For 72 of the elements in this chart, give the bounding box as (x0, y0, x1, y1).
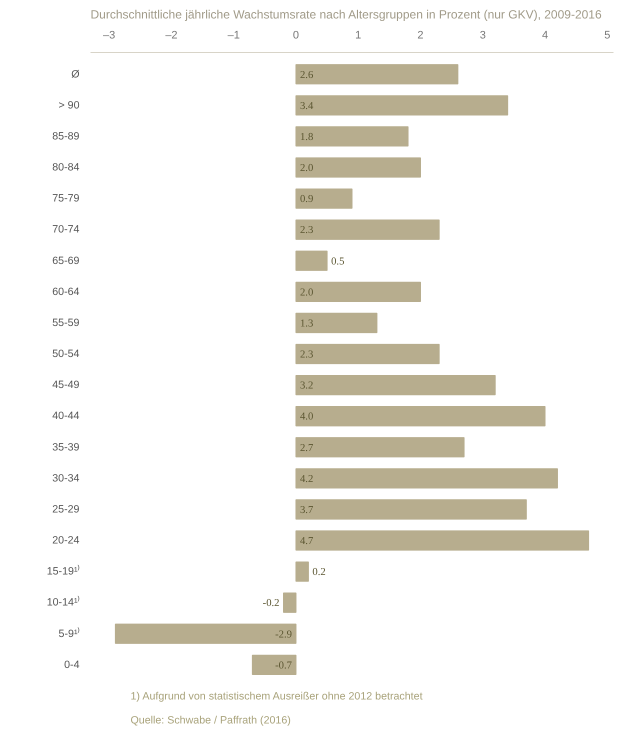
bar (295, 126, 409, 147)
data-label: 2.6 (300, 70, 314, 81)
y-tick-label: 10-14¹⁾ (46, 596, 80, 609)
y-tick-label: 35-39 (52, 441, 80, 454)
y-tick-label: 55-59 (52, 316, 80, 329)
y-tick-label: 60-64 (52, 286, 80, 298)
bar (295, 561, 309, 582)
data-label: 2.7 (300, 442, 314, 454)
data-label: 0.2 (312, 567, 326, 578)
bar (283, 592, 296, 613)
bar (295, 437, 465, 458)
data-label: 1.8 (300, 132, 314, 143)
data-label: 3.7 (300, 504, 314, 516)
x-tick-label: 4 (542, 30, 548, 42)
bar (295, 220, 440, 240)
y-tick-label: 65-69 (52, 254, 80, 267)
x-tick-label: 3 (480, 30, 486, 42)
y-tick-label: 5-9¹⁾ (58, 626, 80, 640)
data-label: -0.7 (275, 660, 293, 672)
chart-title: Durchschnittliche jährliche Wachstumsrate nach Altersgruppen in Prozent (nur GKV), 2009-2016 (90, 8, 602, 22)
y-tick-label: 70-74 (52, 224, 80, 236)
bar (295, 157, 421, 178)
data-label: 4.0 (300, 412, 314, 423)
bar (114, 624, 296, 644)
x-tick-label: 1 (355, 30, 362, 42)
x-tick-label: 2 (417, 30, 424, 42)
y-tick-label: 75-79 (52, 192, 80, 205)
data-label: 0.9 (300, 194, 314, 206)
bar (295, 344, 440, 364)
bar (295, 95, 508, 116)
y-tick-label: 15-19¹⁾ (46, 564, 80, 578)
y-tick-label: Ø (71, 68, 80, 80)
bar (295, 468, 558, 488)
bar (252, 654, 296, 675)
bar (295, 250, 328, 271)
bar (295, 188, 352, 209)
y-tick-label: 25-29 (52, 503, 80, 516)
x-tick-label: 5 (604, 30, 610, 42)
bar (295, 499, 527, 520)
bar (295, 374, 496, 396)
data-label: 0.5 (331, 256, 344, 268)
y-tick-label: 40-44 (52, 410, 80, 422)
text: 1) Aufgrund von statistischem Ausreißer ohne 2012 betrachtet (130, 690, 423, 702)
y-tick-label: 30-34 (52, 472, 80, 484)
source-note: Quelle: Schwabe / Paffrath (2016) (130, 714, 291, 726)
y-tick-label: > 90 (58, 99, 80, 112)
y-tick-label: 50-54 (52, 348, 80, 360)
y-tick-label: 80-84 (52, 162, 80, 174)
bar (295, 312, 378, 334)
x-tick-label: –3 (103, 30, 116, 42)
data-label: 4.7 (300, 536, 314, 548)
bar (295, 282, 421, 302)
x-tick-label: –2 (165, 30, 178, 42)
x-tick-label: –1 (228, 30, 240, 42)
y-tick-label: 20-24 (52, 534, 80, 547)
data-label: 4.2 (300, 474, 314, 485)
data-label: 3.4 (300, 100, 314, 112)
data-label: 2.3 (300, 225, 314, 236)
data-label: 2.0 (300, 287, 314, 298)
bar (295, 406, 546, 426)
data-label: -0.2 (262, 598, 280, 610)
data-label: 2.0 (300, 163, 314, 174)
x-tick-label: 0 (292, 30, 300, 42)
data-label: 2.3 (300, 350, 314, 361)
bar (295, 64, 458, 84)
data-label: 1.3 (300, 318, 314, 330)
y-tick-label: 0-4 (64, 658, 80, 671)
data-label: 3.2 (300, 380, 314, 392)
bar (295, 530, 590, 551)
data-label: -2.9 (275, 629, 292, 640)
y-tick-label: 45-49 (52, 379, 80, 392)
y-tick-label: 85-89 (52, 130, 80, 142)
